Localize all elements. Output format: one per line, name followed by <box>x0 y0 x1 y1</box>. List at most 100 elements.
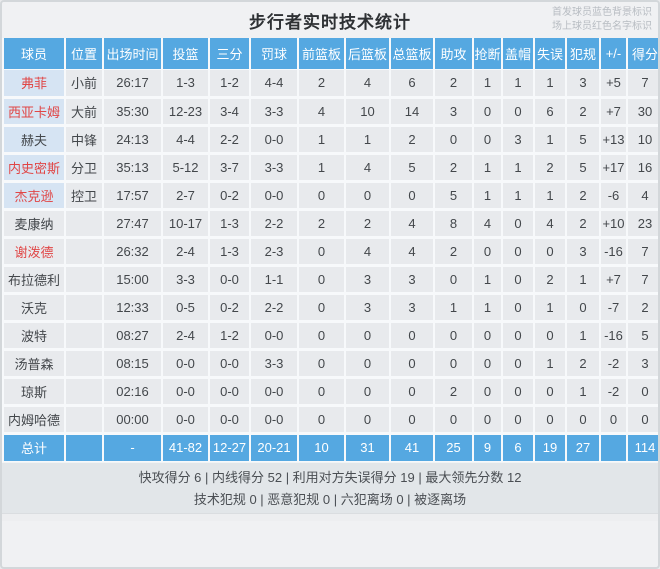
stats-tbody: 弗菲 小前 26:17 1-3 1-2 4-4 2 4 6 2 1 1 1 3 +5 7 西亚卡姆 大前 35:30… <box>2 69 658 462</box>
stat-cell: 30 <box>626 97 658 127</box>
totals-row: 总计 -41-82 12-27 20-21 10 31 41 25 9 6 19 27 114 <box>2 433 658 462</box>
stat-cell: 4 <box>626 181 658 211</box>
stat-cell: 0-0 <box>161 405 210 435</box>
stat-cell: 2 <box>433 377 474 407</box>
stat-cell: 0-5 <box>161 293 210 323</box>
stat-cell: 3 <box>626 349 658 379</box>
stat-cell: 0 <box>533 377 567 407</box>
stat-cell: +13 <box>599 125 628 155</box>
stat-cell: 3 <box>565 237 601 267</box>
player-name-cell: 内姆哈德 <box>2 405 66 435</box>
stat-cell: 0 <box>472 405 503 435</box>
stat-cell: 1 <box>472 265 503 295</box>
stat-cell: 6 <box>389 69 435 99</box>
stat-cell: 0 <box>501 97 535 127</box>
player-name-cell: 赫夫 <box>2 125 66 155</box>
player-row: 沃克 12:33 0-5 0-2 2-2 0 3 3 1 1 0 1 0 -7 2 <box>2 293 658 323</box>
stat-cell: 0 <box>501 405 535 435</box>
stat-cell: 0 <box>297 349 346 379</box>
stat-cell: 2-2 <box>249 209 299 239</box>
stat-cell: 27:47 <box>102 209 163 239</box>
stat-cell: 3 <box>565 69 601 99</box>
legend: 首发球员蓝色背景标识 场上球员红色名字标识 <box>552 6 652 34</box>
stat-cell: 17:57 <box>102 181 163 211</box>
stat-cell: 0-0 <box>249 377 299 407</box>
stat-cell: 2 <box>433 153 474 183</box>
stat-cell: 0 <box>472 125 503 155</box>
stat-cell: 0 <box>297 321 346 351</box>
stat-cell: 0-0 <box>161 377 210 407</box>
stat-cell: - <box>102 433 163 462</box>
stat-cell: 0 <box>389 321 435 351</box>
stat-cell: 20-21 <box>249 433 299 462</box>
stat-cell: 2-3 <box>249 237 299 267</box>
player-name-cell: 沃克 <box>2 293 66 323</box>
stat-cell: 00:00 <box>102 405 163 435</box>
stat-cell: 0 <box>433 125 474 155</box>
totals-label-cell: 总计 <box>2 433 66 462</box>
stat-cell: 41-82 <box>161 433 210 462</box>
stat-cell: 0 <box>472 321 503 351</box>
player-row: 麦康纳 27:47 10-17 1-3 2-2 2 2 4 8 4 0 4 2 +10 23 <box>2 209 658 239</box>
stat-cell: 1 <box>565 265 601 295</box>
stat-cell: 1-3 <box>161 69 210 99</box>
stat-cell: 15:00 <box>102 265 163 295</box>
stat-cell: 1 <box>472 293 503 323</box>
stat-cell: 2 <box>433 237 474 267</box>
stat-cell: 3 <box>501 125 535 155</box>
column-header: 失误 <box>533 38 567 70</box>
stat-cell: 14 <box>389 97 435 127</box>
stat-cell: +10 <box>599 209 628 239</box>
stat-cell: 0 <box>389 181 435 211</box>
player-name-cell: 汤普森 <box>2 349 66 379</box>
title-bar: 步行者实时技术统计 首发球员蓝色背景标识 场上球员红色名字标识 <box>2 2 658 38</box>
stat-cell: 0 <box>533 237 567 267</box>
stat-cell: 1 <box>297 153 346 183</box>
column-header: 犯规 <box>565 38 601 70</box>
stat-cell: 0 <box>433 265 474 295</box>
legend-starter-note: 首发球员蓝色背景标识 <box>552 7 652 18</box>
player-name-cell: 布拉德利 <box>2 265 66 295</box>
stat-cell: 1 <box>533 293 567 323</box>
stat-cell: 5 <box>626 321 658 351</box>
stat-cell: 0 <box>472 377 503 407</box>
stat-cell: 4 <box>297 97 346 127</box>
stat-cell: 12-23 <box>161 97 210 127</box>
stat-cell: 0-0 <box>161 349 210 379</box>
stat-cell: 0 <box>565 293 601 323</box>
stat-cell: 0 <box>297 293 346 323</box>
player-row: 琼斯 02:16 0-0 0-0 0-0 0 0 0 2 0 0 0 1 -2 0 <box>2 377 658 407</box>
stat-cell: 5 <box>433 181 474 211</box>
stat-cell <box>599 433 628 462</box>
stat-cell: 3-3 <box>161 265 210 295</box>
stat-cell: 02:16 <box>102 377 163 407</box>
stat-cell: 0 <box>533 321 567 351</box>
stat-cell: 4-4 <box>249 69 299 99</box>
column-header: 球员 <box>2 38 66 70</box>
stat-cell: 1-3 <box>208 209 251 239</box>
stat-cell: 4 <box>533 209 567 239</box>
stat-cell: 1 <box>533 181 567 211</box>
stat-cell: 2 <box>626 293 658 323</box>
stat-cell: 2 <box>565 349 601 379</box>
header-row: 球员 位置 出场时间 投篮 三分 罚球 前篮板 后篮板 总篮板 助攻 抢断 盖帽 失误 犯规 +/- 得分 <box>2 38 658 70</box>
stat-cell: 25 <box>433 433 474 462</box>
player-row: 杰克逊 控卫 17:57 2-7 0-2 0-0 0 0 0 5 1 1 1 2 -6 4 <box>2 181 658 211</box>
player-name-cell: 内史密斯 <box>2 153 66 183</box>
stat-cell: 9 <box>472 433 503 462</box>
stat-cell: 0 <box>501 265 535 295</box>
stat-cell: 26:32 <box>102 237 163 267</box>
stat-cell: 3 <box>433 97 474 127</box>
player-row: 汤普森 08:15 0-0 0-0 3-3 0 0 0 0 0 0 1 2 -2 3 <box>2 349 658 379</box>
stat-cell: 0 <box>501 209 535 239</box>
stat-cell: 2 <box>565 209 601 239</box>
column-header: 抢断 <box>472 38 503 70</box>
player-row: 弗菲 小前 26:17 1-3 1-2 4-4 2 4 6 2 1 1 1 3 +5 7 <box>2 69 658 99</box>
stat-cell: 3 <box>344 293 391 323</box>
stat-cell: 0 <box>344 377 391 407</box>
player-name-cell: 麦康纳 <box>2 209 66 239</box>
stat-cell: 0-0 <box>208 377 251 407</box>
stat-cell: 10-17 <box>161 209 210 239</box>
stat-cell: 0 <box>533 405 567 435</box>
